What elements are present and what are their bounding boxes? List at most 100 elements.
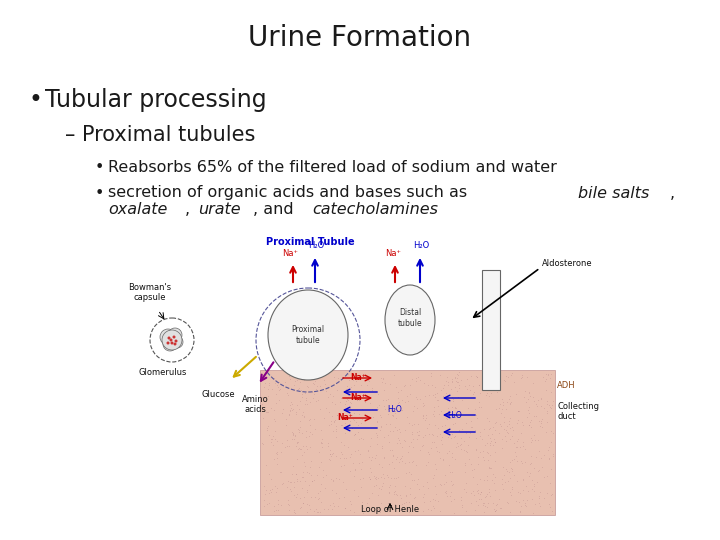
- Point: [293, 384, 305, 393]
- Text: •: •: [95, 186, 104, 200]
- Point: [389, 409, 400, 417]
- Point: [441, 491, 452, 500]
- Point: [446, 375, 458, 383]
- Point: [397, 451, 408, 460]
- Point: [505, 399, 516, 408]
- Point: [427, 410, 438, 418]
- Point: [503, 394, 515, 403]
- Circle shape: [160, 329, 176, 345]
- Point: [348, 471, 360, 480]
- Point: [455, 493, 467, 502]
- Point: [431, 447, 443, 456]
- Point: [526, 423, 537, 431]
- Point: [335, 448, 346, 456]
- Point: [418, 433, 429, 441]
- Point: [364, 463, 376, 472]
- Point: [364, 399, 376, 407]
- Point: [530, 400, 541, 408]
- Point: [546, 401, 558, 409]
- Point: [372, 389, 384, 398]
- Point: [348, 416, 360, 424]
- Point: [325, 420, 337, 429]
- Point: [371, 402, 382, 411]
- Point: [526, 438, 537, 447]
- Point: [397, 406, 408, 414]
- Point: [315, 498, 327, 507]
- Text: Proximal
tubule: Proximal tubule: [292, 325, 325, 345]
- Point: [429, 393, 441, 401]
- Point: [276, 439, 287, 448]
- Point: [344, 453, 356, 461]
- Point: [343, 389, 354, 398]
- Point: [312, 489, 323, 497]
- Point: [498, 424, 510, 433]
- Point: [271, 484, 283, 492]
- Point: [385, 474, 397, 483]
- Point: [285, 404, 297, 413]
- Point: [301, 468, 312, 477]
- Point: [307, 374, 319, 383]
- Point: [325, 474, 337, 483]
- Point: [300, 427, 312, 435]
- Point: [285, 398, 297, 407]
- Point: [337, 478, 348, 487]
- Point: [299, 458, 310, 467]
- Point: [495, 504, 506, 513]
- Point: [463, 403, 474, 412]
- Point: [481, 489, 492, 498]
- Point: [429, 495, 441, 504]
- Point: [427, 495, 438, 504]
- Point: [335, 437, 346, 446]
- Point: [382, 472, 394, 481]
- Circle shape: [174, 340, 178, 342]
- Point: [454, 441, 466, 450]
- Point: [449, 509, 460, 517]
- Point: [482, 379, 493, 388]
- Point: [479, 493, 490, 502]
- Point: [534, 416, 545, 425]
- Point: [291, 475, 302, 483]
- Point: [371, 433, 382, 442]
- Point: [258, 393, 269, 401]
- Point: [545, 404, 557, 413]
- Text: Glomerulus: Glomerulus: [139, 368, 187, 377]
- Point: [351, 395, 363, 404]
- Point: [521, 496, 533, 504]
- Text: Collecting
duct: Collecting duct: [557, 402, 599, 421]
- Circle shape: [163, 337, 177, 351]
- Point: [473, 381, 485, 389]
- Point: [371, 418, 382, 427]
- Point: [263, 470, 274, 478]
- Point: [313, 463, 325, 471]
- Point: [379, 379, 391, 387]
- Point: [378, 433, 390, 441]
- Point: [516, 459, 528, 468]
- Point: [289, 377, 300, 386]
- Point: [478, 456, 490, 464]
- Point: [488, 479, 500, 488]
- Point: [287, 406, 298, 414]
- Point: [300, 375, 311, 383]
- Point: [392, 453, 403, 461]
- Point: [534, 488, 546, 497]
- Point: [271, 389, 282, 398]
- Point: [523, 406, 534, 414]
- Point: [414, 376, 426, 384]
- Point: [307, 379, 319, 388]
- Point: [419, 392, 431, 400]
- Point: [449, 403, 461, 412]
- Point: [483, 370, 495, 379]
- Point: [408, 420, 419, 428]
- Point: [440, 377, 451, 386]
- Point: [482, 414, 493, 422]
- Point: [337, 409, 348, 418]
- Point: [356, 387, 367, 396]
- Point: [265, 438, 276, 447]
- Point: [505, 371, 517, 380]
- Point: [505, 424, 516, 433]
- Point: [511, 443, 523, 451]
- Text: – Proximal tubules: – Proximal tubules: [65, 125, 256, 145]
- Point: [540, 375, 552, 383]
- Point: [365, 434, 377, 442]
- Point: [536, 463, 548, 471]
